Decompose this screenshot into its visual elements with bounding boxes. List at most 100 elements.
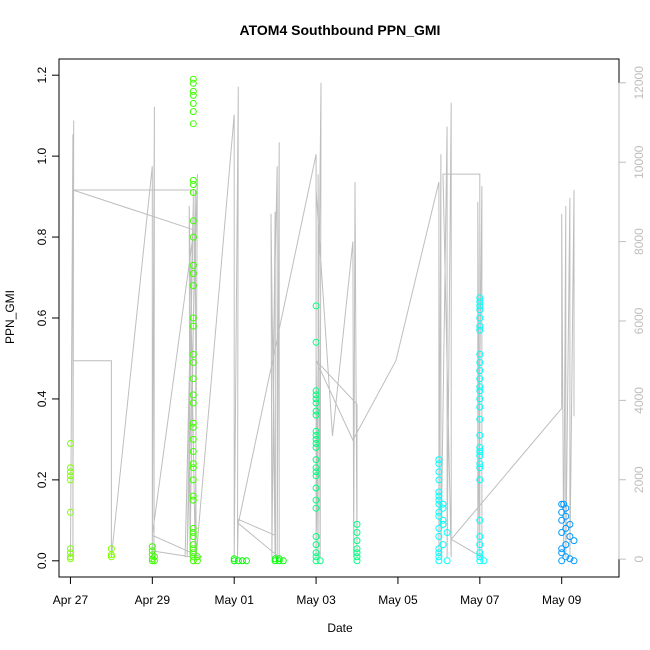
data-point	[189, 100, 197, 107]
data-point	[189, 524, 197, 532]
series-2	[230, 555, 287, 565]
data-point	[189, 189, 197, 196]
data-point	[189, 448, 197, 455]
data-point	[67, 472, 74, 480]
data-point	[435, 492, 443, 500]
data-point	[439, 541, 447, 549]
data-point	[189, 108, 197, 116]
series-5	[558, 500, 578, 565]
data-point	[312, 427, 320, 435]
x-tick-label: May 09	[542, 593, 582, 607]
y-tick-label: 1.0	[35, 147, 49, 164]
data-point	[562, 553, 570, 561]
secondary-series-layer	[70, 82, 575, 559]
data-point	[476, 448, 484, 455]
plot-frame	[58, 58, 620, 578]
data-point	[189, 460, 197, 468]
data-point	[476, 367, 484, 375]
data-point	[435, 557, 443, 565]
data-point	[189, 541, 197, 549]
data-point	[67, 468, 74, 476]
data-point	[435, 545, 443, 553]
data-point	[476, 460, 484, 468]
data-point	[476, 314, 484, 322]
data-point	[189, 270, 197, 277]
data-point	[189, 557, 197, 565]
data-point	[562, 504, 570, 512]
data-point	[189, 261, 197, 269]
data-point	[238, 557, 246, 565]
data-point	[189, 435, 197, 443]
data-point	[312, 399, 320, 407]
data-point	[439, 516, 447, 524]
data-point	[189, 391, 197, 399]
data-point	[148, 543, 156, 551]
data-point	[316, 557, 324, 565]
data-point	[558, 529, 566, 536]
data-point	[476, 533, 484, 540]
data-point	[570, 537, 578, 545]
data-point	[189, 375, 197, 383]
data-point	[150, 557, 158, 565]
data-point	[312, 468, 320, 476]
data-point	[439, 500, 447, 508]
data-point	[435, 533, 443, 540]
data-point	[189, 176, 197, 184]
scatter-points-layer	[67, 75, 578, 565]
y2-tick-label: 0	[632, 555, 646, 562]
data-point	[67, 553, 74, 561]
data-point	[476, 302, 484, 310]
data-point	[476, 431, 484, 439]
data-point	[560, 500, 568, 508]
data-point	[312, 338, 320, 346]
chart-title: ATOM4 Southbound PPN_GMI	[240, 22, 441, 38]
data-point	[353, 529, 361, 536]
data-point	[148, 547, 156, 555]
data-point	[558, 508, 566, 516]
y2-tick-label: 6000	[632, 307, 646, 334]
x-tick-label: Apr 29	[135, 593, 171, 607]
data-point	[562, 512, 570, 520]
y-tick-label: 0.8	[35, 228, 49, 245]
data-point	[189, 79, 197, 87]
data-point	[189, 217, 197, 225]
y2-tick-label: 4000	[632, 387, 646, 414]
data-point	[312, 411, 320, 419]
data-point	[271, 555, 279, 563]
data-point	[558, 500, 566, 508]
data-point	[476, 375, 484, 383]
series-0	[67, 440, 115, 563]
data-point	[476, 415, 484, 423]
data-point	[312, 504, 320, 512]
data-point	[435, 496, 443, 504]
data-point	[189, 282, 197, 290]
data-point	[312, 549, 320, 557]
data-point	[189, 399, 197, 407]
data-point	[279, 557, 287, 565]
data-point	[476, 383, 484, 391]
data-point	[476, 326, 484, 334]
data-point	[435, 508, 443, 516]
y2-tick-label: 2000	[632, 466, 646, 493]
y-tick-label: 0.6	[35, 309, 49, 326]
data-point	[189, 120, 197, 128]
data-point	[189, 492, 197, 500]
y-axis-label: PPN_GMI	[3, 290, 17, 344]
data-point	[435, 524, 443, 532]
data-point	[476, 298, 484, 306]
data-point	[189, 419, 197, 427]
data-point	[353, 537, 361, 545]
data-point	[435, 549, 443, 557]
data-point	[189, 322, 197, 330]
y2-tick-label: 8000	[632, 228, 646, 255]
series-3	[312, 302, 361, 565]
data-point	[189, 549, 197, 557]
data-point	[435, 468, 443, 476]
data-point	[439, 504, 447, 512]
data-point	[193, 557, 201, 565]
data-point	[435, 500, 443, 508]
data-point	[443, 557, 451, 565]
data-point	[189, 314, 197, 322]
data-point	[312, 557, 320, 565]
